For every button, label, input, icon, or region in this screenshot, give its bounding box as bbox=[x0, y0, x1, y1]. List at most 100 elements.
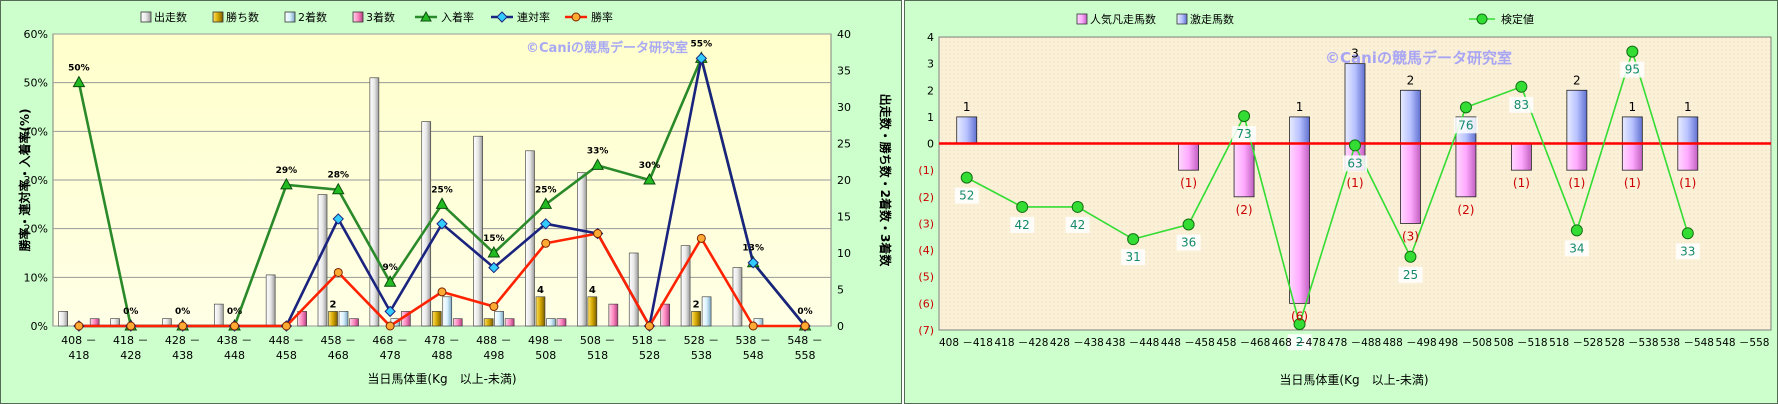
right-y-tick-label: (7) bbox=[918, 324, 934, 337]
left-x-tick-label: 538 － bbox=[735, 334, 771, 347]
legend-swatch bbox=[1176, 13, 1188, 25]
right-line bbox=[960, 45, 1694, 331]
line-data-label: 30% bbox=[639, 161, 661, 171]
left-x-tick-label: 488 － bbox=[476, 334, 512, 347]
right-x-axis-label: 当日馬体重(Kg 以上-未満) bbox=[1279, 373, 1428, 387]
legend-swatch bbox=[352, 11, 364, 23]
left-x-tick-label: 528 bbox=[639, 349, 660, 362]
line-point-2 bbox=[489, 302, 499, 312]
line-label-bg bbox=[1620, 61, 1645, 78]
line-data-label: 28% bbox=[327, 171, 349, 181]
line-data-label: 42 bbox=[1015, 218, 1030, 232]
line-point bbox=[1016, 200, 1029, 213]
line-data-label: 13% bbox=[742, 244, 764, 254]
left-y-axis-ticks: 0% 10% 20% 30% 40% 50% 60% bbox=[24, 28, 48, 333]
right-data-labels: 1 1 3 2 2 1 1 (1) (2) (6) (1) (3) (2) (1) (1) (1) (1) 52 4… bbox=[954, 47, 1700, 351]
bar-data-label: 2 bbox=[330, 299, 337, 310]
left-x-tick-label: 428 － bbox=[165, 334, 201, 347]
line-label-bg bbox=[1010, 216, 1035, 233]
bar-0-10 bbox=[577, 172, 587, 327]
left-x-tick-label: 508 － bbox=[580, 334, 616, 347]
legend-swatch bbox=[212, 11, 224, 23]
neg-bar-label: (1) bbox=[1513, 176, 1530, 190]
line-label-bg bbox=[954, 187, 979, 204]
line-point-1 bbox=[332, 213, 344, 225]
right-y-tick-label: 5 bbox=[837, 284, 844, 297]
bar-0-3 bbox=[213, 303, 224, 327]
left-x-axis-label: 当日馬体重(Kg 以上-未満) bbox=[367, 372, 516, 386]
legend-label: 勝率 bbox=[591, 10, 613, 24]
right-watermark: ©Caniの競馬データ研究室 bbox=[1325, 49, 1512, 67]
line-point-1 bbox=[747, 257, 759, 269]
pos-bar-13 bbox=[1677, 116, 1699, 144]
line-data-label: 15% bbox=[483, 234, 505, 244]
bar-3-7 bbox=[452, 318, 463, 327]
left-x-tick-label: 408 － bbox=[61, 334, 97, 347]
right-y-tick-label: 0 bbox=[927, 138, 934, 151]
neg-bar-label: (1) bbox=[1624, 176, 1641, 190]
left-y-tick-label: 50% bbox=[24, 77, 48, 90]
right-y-tick-label: 3 bbox=[927, 58, 934, 71]
bar-data-label: 2 bbox=[693, 299, 700, 310]
bar-0-0 bbox=[58, 311, 68, 327]
left-y-tick-label: 60% bbox=[24, 28, 48, 41]
neg-bar-label: (1) bbox=[1180, 176, 1197, 190]
bar-2-12 bbox=[701, 296, 712, 327]
right-x-tick-label: 538 －548 bbox=[1660, 337, 1714, 349]
bar-0-11 bbox=[628, 252, 639, 327]
right-x-tick-label: 548 －558 bbox=[1716, 337, 1770, 349]
line-data-label: 9% bbox=[382, 263, 397, 273]
line-point bbox=[1293, 318, 1306, 331]
right-x-tick-label: 418 －428 bbox=[994, 337, 1048, 349]
pos-bar-label: 2 bbox=[1573, 73, 1581, 87]
right-y-tick-label: 4 bbox=[927, 31, 934, 44]
right-x-tick-label: 438 －448 bbox=[1105, 337, 1159, 349]
legend-label: 検定値 bbox=[1501, 12, 1534, 26]
right-y-tick-label: (2) bbox=[918, 191, 934, 204]
line-label-bg bbox=[1287, 334, 1312, 351]
legend-marker bbox=[1476, 13, 1488, 25]
legend-label: 入着率 bbox=[441, 10, 474, 24]
line-point-1 bbox=[436, 218, 448, 230]
pos-bar-0 bbox=[956, 116, 978, 144]
left-x-tick-label: 538 bbox=[691, 349, 712, 362]
bar-0-8 bbox=[473, 135, 483, 327]
left-x-tick-label: 418 － bbox=[113, 334, 149, 347]
left-x-tick-label: 458 bbox=[276, 349, 297, 362]
line-data-label: 0% bbox=[175, 307, 190, 317]
line-data-label: 25% bbox=[431, 185, 453, 195]
right-y-axis-label: 出走数・勝ち数・2着数・3着数 bbox=[878, 94, 893, 268]
line-point-1 bbox=[488, 261, 500, 274]
left-x-tick-label: 468 － bbox=[372, 334, 408, 347]
left-y-tick-label: 40% bbox=[24, 125, 48, 138]
pos-bar-label: 1 bbox=[1684, 100, 1692, 114]
bar-data-label: 4 bbox=[537, 285, 544, 296]
line-point-2 bbox=[178, 321, 188, 331]
bar-0-12 bbox=[680, 245, 691, 327]
line-point bbox=[1681, 227, 1694, 240]
left-x-tick-label: 478 bbox=[380, 349, 401, 362]
bar-1-10 bbox=[587, 296, 598, 327]
line-data-label: 31 bbox=[1125, 250, 1140, 264]
line-point-1 bbox=[540, 218, 552, 230]
line-data-label: 36 bbox=[1181, 236, 1196, 250]
pos-bar-7 bbox=[1344, 63, 1366, 144]
line-point-0 bbox=[331, 182, 345, 195]
left-data-labels: 50% 0% 0% 0% 29% 28% 9% 25% 15% 25% 33% 30% 55% 13% 0%… bbox=[68, 39, 813, 317]
right-x-tick-label: 408 －418 bbox=[939, 337, 993, 349]
line-label-bg bbox=[1564, 240, 1589, 257]
neg-bar-13 bbox=[1677, 143, 1699, 171]
right-x-tick-label: 478 －488 bbox=[1327, 337, 1381, 349]
line-point-2 bbox=[696, 233, 706, 243]
left-x-tick-label: 508 bbox=[535, 349, 556, 362]
right-y-tick-label: 40 bbox=[837, 28, 851, 41]
legend-label: 連対率 bbox=[517, 10, 550, 24]
right-chart-panel: ©Caniの競馬データ研究室 1 1 3 2 2 1 1 (1) (2) (6) (1) (3) (2)… bbox=[904, 0, 1778, 404]
line-data-label: 42 bbox=[1070, 218, 1085, 232]
left-x-tick-label: 448 － bbox=[269, 334, 305, 347]
line-point-2 bbox=[281, 321, 291, 331]
legend-label: 人気凡走馬数 bbox=[1090, 12, 1156, 26]
line-data-label: 76 bbox=[1458, 118, 1473, 132]
bar-1-5 bbox=[328, 311, 338, 327]
neg-bar-8 bbox=[1400, 143, 1421, 224]
